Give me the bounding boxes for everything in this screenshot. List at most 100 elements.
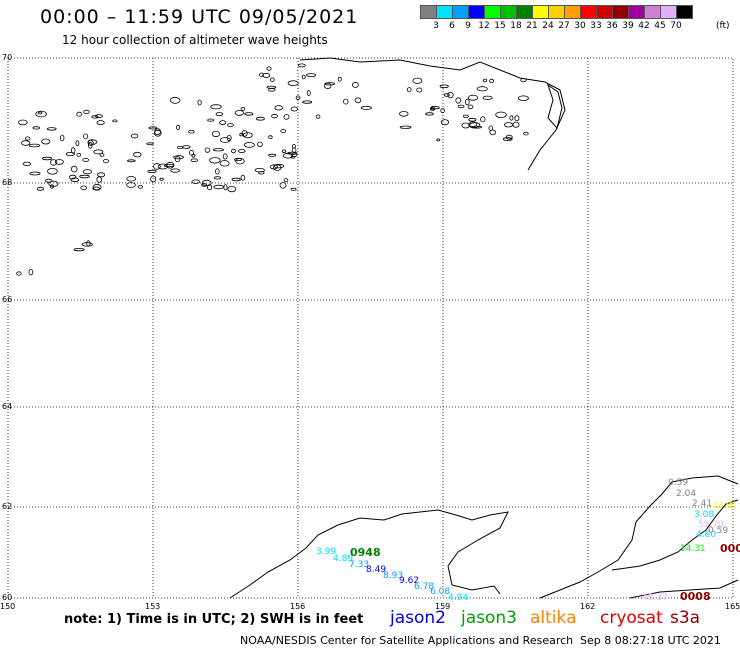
ice-contour [290, 155, 296, 159]
wave-height-label: 2.41 [692, 499, 712, 509]
ice-contour [82, 157, 90, 162]
ice-contour [290, 187, 297, 191]
wave-height-label: 3.08 [694, 510, 714, 520]
latitude-label: 64 [2, 402, 12, 411]
colorbar-label: 39 [622, 21, 634, 31]
colorbar [420, 5, 693, 19]
ice-contour [457, 104, 465, 109]
ice-contour [439, 84, 449, 89]
altimeter-observations: 3.994.8909487.338.498.939.626.786.084.94… [316, 478, 740, 603]
ice-contour [489, 129, 497, 135]
ice-contour [223, 184, 228, 191]
ice-contour [235, 157, 245, 165]
ice-contour [324, 82, 332, 90]
ice-contour [495, 111, 507, 118]
latitude-label: 66 [2, 295, 12, 304]
ice-contour [70, 147, 76, 154]
ice-contour [86, 240, 91, 247]
colorbar-label: 36 [606, 21, 618, 31]
ice-contour [447, 91, 454, 99]
ice-contour [468, 117, 477, 122]
ice-contour [222, 153, 228, 160]
longitude-label: 162 [580, 602, 595, 611]
ice-contour [273, 163, 285, 169]
ice-contour [212, 148, 224, 152]
ice-contour [455, 97, 462, 104]
ice-contour [47, 168, 58, 175]
ice-contour [32, 126, 40, 130]
legend-cryosat: cryosat [600, 608, 663, 628]
colorbar-label: 24 [542, 21, 554, 31]
colorbar-label: 12 [478, 21, 490, 31]
longitude-label: 150 [0, 602, 15, 611]
ice-contour [16, 271, 22, 276]
ice-contour [268, 153, 277, 157]
ice-contour [306, 73, 317, 77]
wave-height-label: 4.89 [333, 554, 353, 564]
ice-contour [173, 155, 184, 160]
ice-contour [44, 178, 53, 183]
wave-height-label: 0008 [680, 590, 711, 603]
wave-height-label: 14.31 [680, 544, 706, 554]
ice-contour [412, 77, 423, 84]
ice-contour [257, 141, 263, 147]
colorbar-label: 30 [574, 21, 586, 31]
ice-contour [219, 160, 230, 167]
ice-contour [219, 120, 227, 125]
colorbar-labels: 3 6 9 12 15 18 21 24 27 30 33 36 39 42 45 70 [420, 21, 684, 31]
ice-contour [468, 121, 477, 128]
longitude-label: 156 [290, 602, 305, 611]
wave-height-label: 0.59 [708, 526, 728, 536]
ice-contour [242, 132, 253, 139]
ice-contour [150, 175, 157, 183]
legend-altika: altika [530, 608, 577, 628]
ice-contour [210, 104, 222, 110]
ice-contour [255, 116, 265, 121]
ice-contour [436, 138, 441, 142]
ice-contour [137, 185, 143, 189]
ice-contour [176, 146, 184, 149]
ice-contour [154, 128, 161, 136]
ice-contour [41, 156, 53, 161]
ice-contour [231, 177, 241, 182]
ice-contour [148, 126, 158, 130]
map-title: 00:00 – 11:59 UTC 09/05/2021 [40, 6, 359, 28]
ice-contour [49, 159, 58, 166]
ice-contour [206, 184, 213, 191]
ice-contour [406, 87, 412, 93]
wave-height-label: 4.60 [696, 530, 716, 540]
ice-contour [290, 106, 299, 112]
colorbar-label: 42 [638, 21, 650, 31]
wave-height-label: 8.93 [383, 571, 403, 581]
generated-timestamp: Sep 8 08:27:18 UTC 2021 [580, 634, 721, 647]
ice-contour [126, 176, 137, 182]
ice-contour [189, 149, 194, 156]
ice-contour [271, 113, 278, 119]
ice-contour [147, 169, 157, 173]
ice-contour [197, 99, 202, 106]
ice-contour [354, 97, 362, 104]
ice-contour [280, 129, 287, 133]
ice-contour [215, 168, 220, 175]
ice-contour [182, 145, 191, 149]
ice-contour [169, 96, 181, 104]
ice-contour [503, 122, 514, 128]
ice-contour [60, 134, 65, 142]
ice-contour [201, 179, 212, 187]
ice-contour [46, 127, 57, 131]
ice-contour [281, 149, 287, 153]
ice-contour [440, 108, 445, 114]
ice-contour [306, 90, 311, 97]
ice-contour [505, 134, 513, 140]
ice-contour [28, 143, 41, 148]
wave-height-label: 0.59 [668, 478, 688, 488]
legend-jason3: jason3 [461, 608, 517, 628]
ice-contour [467, 94, 479, 101]
ice-contour [266, 85, 277, 89]
legend-jason2: jason2 [390, 608, 446, 628]
ice-contour [295, 95, 301, 101]
ice-contour [430, 106, 440, 110]
ice-contour [483, 78, 488, 83]
ice-contour [213, 184, 225, 190]
legend-s3a: s3a [670, 608, 701, 628]
